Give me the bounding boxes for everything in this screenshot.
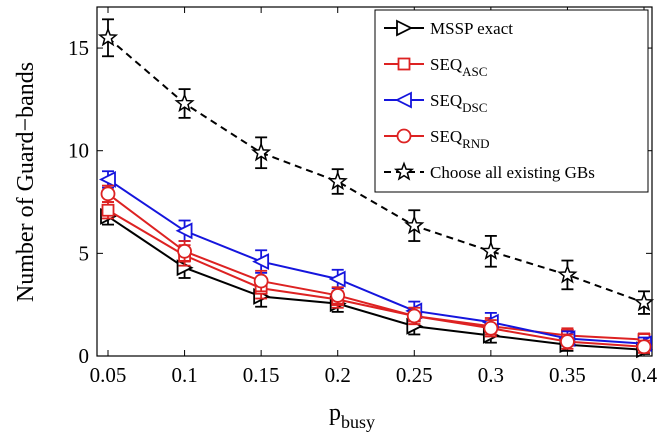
y-tick-label: 15: [68, 36, 89, 60]
series-line-rnd: [107, 193, 645, 348]
x-tick-label: 0.25: [396, 363, 433, 387]
series-line-dsc: [107, 178, 645, 345]
legend-marker-all: [393, 161, 415, 181]
x-tick-label: 0.35: [549, 363, 586, 387]
data-point-dsc: [252, 253, 270, 271]
legend-label-main: SEQ: [430, 127, 462, 146]
y-tick-label: 0: [79, 344, 90, 368]
x-tick-label: 0.1: [171, 363, 197, 387]
x-axis-ticks: 0.05 0.1 0.15 0.2 0.25 0.3 0.35 0.4: [90, 7, 658, 387]
data-point-rnd: [483, 320, 499, 336]
data-point-all: [97, 27, 119, 47]
legend-label-main: SEQ: [430, 55, 462, 74]
data-point-rnd: [330, 288, 346, 303]
data-point-all: [404, 215, 425, 235]
x-tick-label: 0.05: [90, 363, 127, 387]
x-tick-label: 0.4: [631, 363, 658, 387]
x-tick-label: 0.15: [243, 363, 280, 387]
series-line-asc: [107, 209, 645, 341]
data-point-dsc: [328, 270, 346, 288]
series-line-mssp: [107, 215, 645, 351]
legend-label-main: MSSP exact: [430, 19, 513, 38]
x-axis-label-main: p: [329, 400, 341, 426]
legend-label-rnd: SEQRND: [430, 127, 490, 151]
legend-label-all: Choose all existing GBs: [430, 163, 595, 182]
legend-label-dsc: SEQDSC: [430, 91, 487, 115]
data-point-asc: [101, 203, 115, 217]
data-point-rnd: [636, 339, 652, 355]
data-point-rnd: [100, 186, 116, 202]
data-point-all: [327, 170, 348, 191]
y-axis-label: Number of Guard−bands: [13, 62, 39, 302]
data-point-rnd: [177, 243, 192, 259]
x-axis-label: pbusy: [329, 400, 375, 432]
data-point-all: [633, 292, 655, 312]
y-axis-ticks: 0 5 10 15: [68, 36, 652, 368]
legend-label-sub: ASC: [462, 64, 487, 79]
legend-label-sub: RND: [462, 136, 489, 151]
data-point-rnd: [406, 308, 422, 324]
legend-label-mssp: MSSP exact: [430, 19, 513, 38]
legend-marker-asc: [397, 57, 411, 71]
data-point-rnd: [253, 273, 269, 289]
legend-marker-rnd: [396, 128, 412, 144]
x-tick-label: 0.2: [325, 363, 351, 387]
data-point-all: [251, 142, 272, 162]
data-point-dsc: [175, 222, 193, 240]
series-rnd: [100, 184, 652, 355]
series-all: [97, 18, 655, 315]
data-point-all: [480, 240, 501, 260]
legend-label-asc: SEQASC: [430, 55, 487, 79]
x-axis-label-sub: busy: [341, 412, 375, 432]
legend-marker-mssp: [396, 19, 414, 37]
data-point-rnd: [560, 334, 575, 350]
data-point-dsc: [98, 170, 116, 188]
data-point-all: [557, 264, 578, 284]
legend-marker-dsc: [394, 91, 412, 109]
series-line-all: [107, 37, 645, 304]
legend-label-main: Choose all existing GBs: [430, 163, 595, 182]
legend-label-main: SEQ: [430, 91, 462, 110]
y-tick-label: 10: [68, 139, 89, 163]
x-tick-label: 0.3: [478, 363, 504, 387]
y-tick-label: 5: [79, 241, 90, 265]
data-point-all: [174, 92, 195, 113]
legend-label-sub: DSC: [462, 100, 487, 115]
series-layer: [97, 18, 655, 359]
